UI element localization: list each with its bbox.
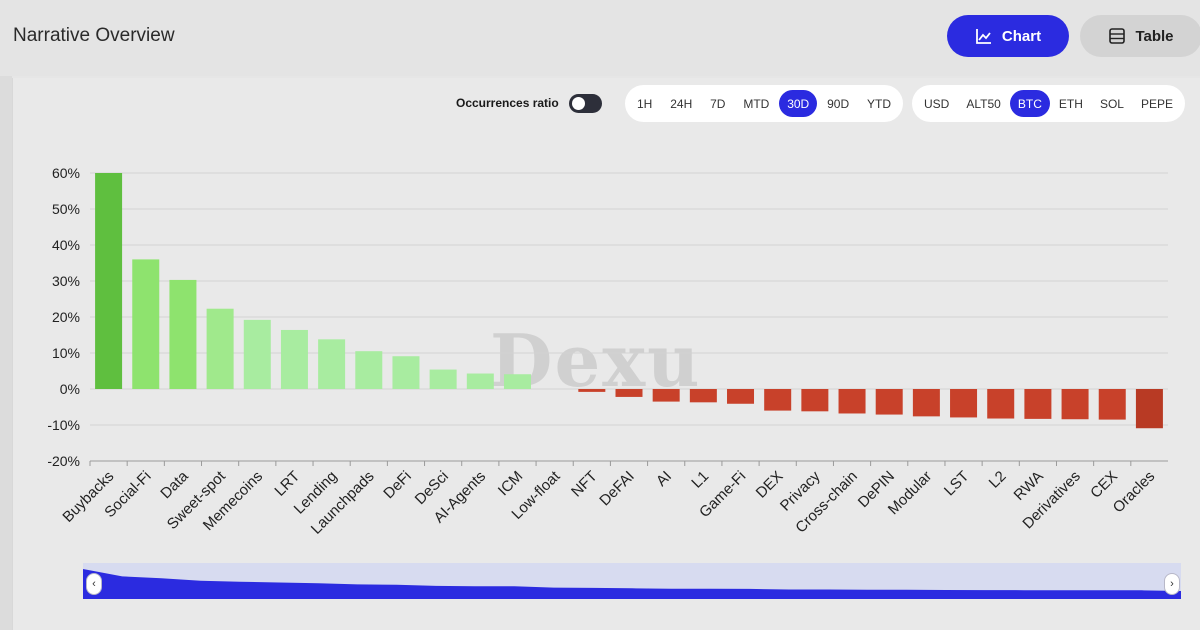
- currency-option[interactable]: ALT50: [966, 96, 1001, 111]
- currency-selector: USD ALT50 BTC ETH SOL PEPE: [912, 85, 1185, 122]
- bar: [689, 389, 717, 403]
- bar: [615, 389, 643, 397]
- timeframe-option[interactable]: 30D: [779, 90, 818, 117]
- bar: [652, 389, 680, 402]
- timeframe-option[interactable]: 1H: [637, 96, 653, 111]
- bar: [1061, 389, 1089, 420]
- bar: [1098, 389, 1126, 420]
- chart-view-label: Chart: [1001, 27, 1042, 45]
- navigator-preview: [83, 567, 1181, 599]
- bar: [429, 369, 457, 389]
- bar-chart: 60%50%40%30%20%10%0%-10%-20%BuybacksSoci…: [47, 165, 1168, 538]
- bar: [132, 259, 160, 389]
- x-tick-label: AI: [653, 468, 675, 490]
- y-tick-label: -20%: [47, 453, 80, 469]
- currency-option[interactable]: BTC: [1009, 90, 1050, 117]
- currency-option[interactable]: ETH: [1058, 96, 1083, 111]
- timeframe-option[interactable]: MTD: [743, 96, 770, 111]
- page-title: Narrative Overview: [13, 25, 175, 46]
- x-tick-label: LST: [941, 468, 972, 499]
- chart-icon: [976, 29, 991, 44]
- x-tick-label: ICM: [495, 468, 526, 499]
- range-navigator[interactable]: [83, 563, 1181, 599]
- x-tick-label: LRT: [271, 468, 303, 500]
- panel-left-edge: [0, 76, 12, 630]
- x-tick-label: DeFi: [380, 468, 414, 502]
- header-bar: Narrative Overview Chart Table: [0, 0, 1200, 76]
- bar: [95, 173, 123, 389]
- bar: [912, 389, 940, 417]
- bar: [318, 339, 346, 389]
- chart-view-button[interactable]: Chart: [947, 15, 1069, 57]
- y-tick-label: 0%: [60, 381, 80, 397]
- bar: [838, 389, 866, 414]
- bar: [764, 389, 792, 411]
- bar: [727, 389, 755, 404]
- bar: [169, 279, 197, 389]
- x-tick-label: L1: [688, 468, 712, 492]
- currency-option[interactable]: SOL: [1099, 96, 1124, 111]
- table-view-label: Table: [1135, 27, 1174, 45]
- bar: [987, 389, 1015, 419]
- bar: [1135, 389, 1163, 429]
- navigator-right-handle[interactable]: ›: [1164, 573, 1180, 595]
- bar: [503, 374, 531, 389]
- x-tick-label: DeFAI: [596, 468, 637, 509]
- table-icon: [1109, 28, 1126, 44]
- y-tick-label: -10%: [47, 417, 80, 433]
- bar: [280, 329, 308, 389]
- bar: [466, 373, 494, 389]
- bar: [801, 389, 829, 412]
- bar: [355, 351, 383, 389]
- x-tick-label: CEX: [1087, 468, 1121, 502]
- y-tick-label: 60%: [52, 165, 80, 181]
- bar: [206, 308, 234, 389]
- x-tick-label: Oracles: [1110, 468, 1159, 517]
- timeframe-option[interactable]: 90D: [827, 96, 850, 111]
- occurrences-ratio-toggle[interactable]: [569, 94, 602, 113]
- x-tick-label: NFT: [568, 468, 601, 501]
- currency-option[interactable]: USD: [924, 96, 950, 111]
- navigator-left-handle[interactable]: ‹: [86, 573, 102, 595]
- x-tick-label: DEX: [753, 468, 787, 502]
- y-tick-label: 20%: [52, 309, 80, 325]
- y-tick-label: 10%: [52, 345, 80, 361]
- bar: [1024, 389, 1052, 419]
- currency-option[interactable]: PEPE: [1140, 96, 1173, 111]
- bar: [243, 319, 271, 389]
- timeframe-selector: 1H 24H 7D MTD 30D 90D YTD: [625, 85, 903, 122]
- bar: [875, 389, 903, 415]
- toggle-knob: [572, 97, 585, 110]
- bar: [578, 389, 606, 392]
- x-tick-label: L2: [986, 468, 1010, 492]
- bar: [950, 389, 978, 418]
- y-tick-label: 50%: [52, 201, 80, 217]
- y-tick-label: 40%: [52, 237, 80, 253]
- timeframe-option[interactable]: 24H: [670, 96, 693, 111]
- bar: [392, 356, 420, 389]
- timeframe-option[interactable]: 7D: [710, 96, 726, 111]
- table-view-button[interactable]: Table: [1080, 15, 1200, 57]
- y-tick-label: 30%: [52, 273, 80, 289]
- occurrences-ratio-label: Occurrences ratio: [456, 96, 559, 110]
- timeframe-option[interactable]: YTD: [866, 96, 891, 111]
